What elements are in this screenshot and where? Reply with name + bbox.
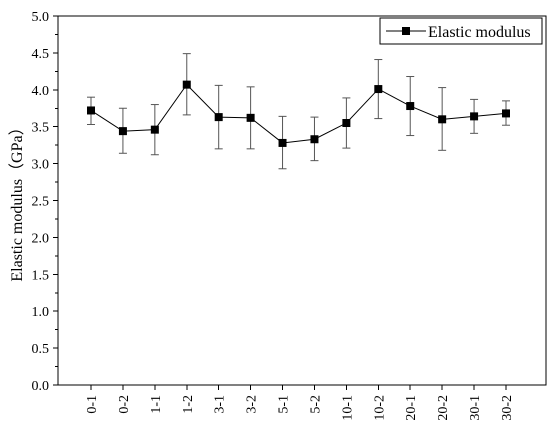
y-tick-label: 2.5: [32, 195, 50, 210]
series-markers: [87, 80, 510, 147]
data-point-marker: [214, 113, 223, 122]
data-point-marker: [342, 119, 351, 128]
legend-label: Elastic modulus: [428, 24, 531, 41]
y-tick-label: 0.0: [32, 379, 50, 394]
y-tick-label: 3.0: [32, 158, 50, 173]
y-tick-label: 2.0: [32, 231, 50, 246]
data-point-marker: [438, 115, 447, 124]
x-tick-label: 30-1: [468, 395, 483, 421]
x-tick-label: 20-1: [404, 395, 419, 421]
data-point-marker: [246, 113, 255, 122]
data-point-marker: [87, 106, 95, 115]
legend: Elastic modulus: [379, 17, 543, 45]
error-bars: [87, 53, 510, 170]
x-tick-label: 5-2: [308, 395, 323, 414]
legend-marker-square: [402, 27, 410, 35]
y-axis-title: Elastic modulus（GPa）: [8, 119, 26, 281]
data-point-marker: [470, 112, 479, 121]
x-tick-label: 30-2: [500, 395, 515, 421]
y-tick-label: 4.5: [32, 47, 50, 62]
data-point-marker: [118, 127, 127, 136]
x-tick-label: 1-2: [181, 395, 196, 414]
x-tick-label: 20-2: [436, 395, 451, 421]
data-point-marker: [310, 135, 319, 144]
data-point-marker: [374, 85, 383, 94]
y-tick-label: 5.0: [32, 10, 50, 25]
y-tick-label: 3.5: [32, 121, 50, 136]
y-tick-label: 4.0: [32, 84, 50, 99]
data-point-marker: [278, 138, 287, 147]
x-tick-label: 10-1: [340, 395, 355, 421]
data-point-marker: [406, 102, 415, 111]
x-axis-ticks: 0-1 0-2 1-1 1-2 3-1 3-2 5-1 5-2 10-1 10-2 20-1 20-2…: [85, 385, 515, 421]
x-tick-label: 5-1: [277, 395, 292, 414]
x-tick-label: 3-2: [245, 395, 260, 414]
data-point-marker: [182, 80, 191, 89]
y-tick-label: 1.0: [32, 305, 50, 320]
y-tick-label: 1.5: [32, 268, 50, 283]
y-tick-label: 0.5: [32, 342, 50, 357]
data-point-marker: [150, 125, 159, 134]
x-tick-label: 3-1: [213, 395, 228, 414]
series-line-elastic-modulus: [90, 83, 507, 144]
x-tick-label: 10-2: [372, 395, 387, 421]
plot-frame: [57, 15, 547, 386]
x-tick-label: 0-1: [85, 395, 100, 414]
axes: [57, 15, 547, 386]
x-tick-label: 1-1: [149, 395, 164, 414]
y-axis-ticks: 0.0 0.5 1.0 1.5 2.0 2.5 3.0 3.5 4.0 4.5 5.0: [32, 10, 58, 394]
data-point-marker: [502, 109, 510, 118]
x-tick-label: 0-2: [117, 395, 132, 414]
